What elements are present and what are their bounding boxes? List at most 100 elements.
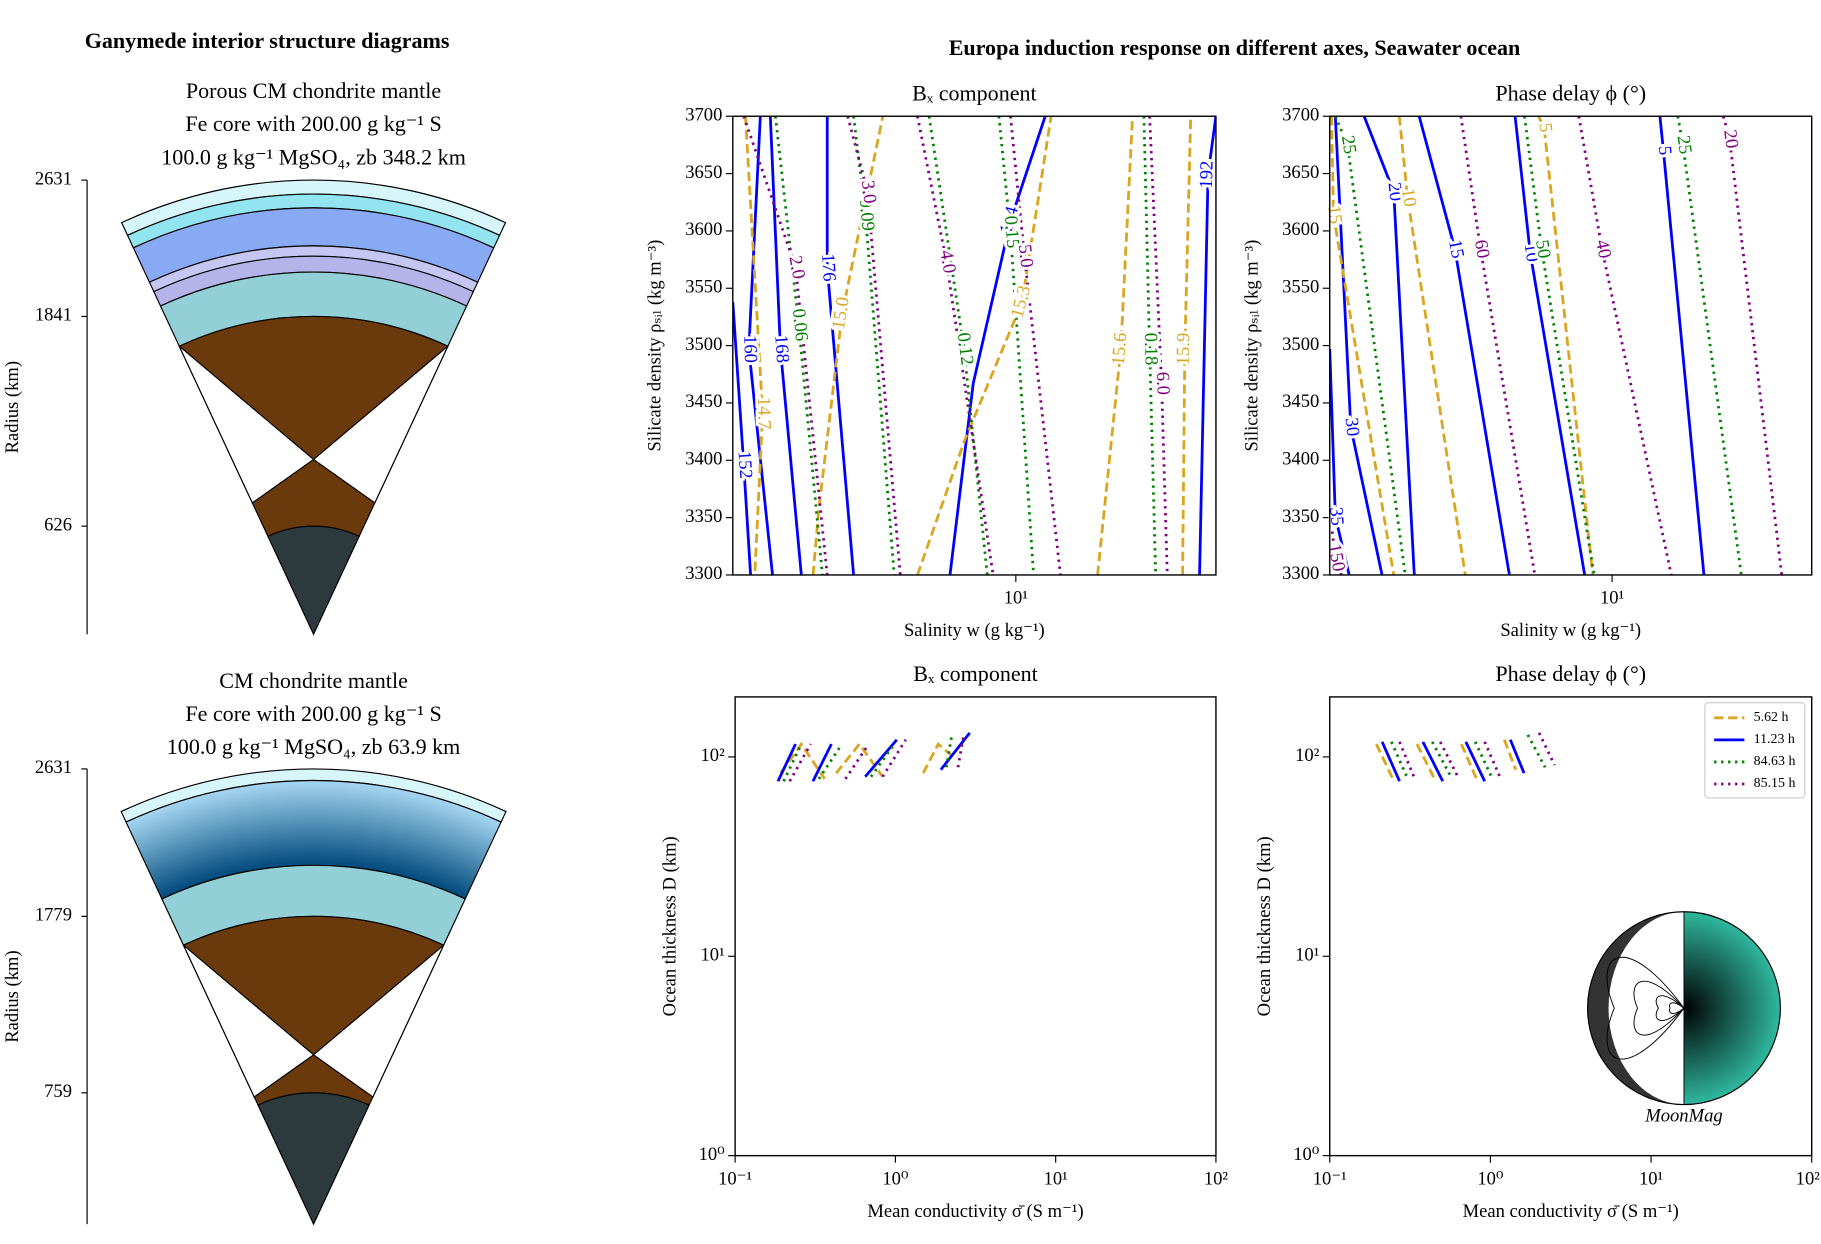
series-line: [1398, 732, 1556, 780]
contour-label: 30: [1341, 417, 1364, 438]
contour-label: 6.0: [1152, 371, 1174, 395]
y-tick-label: 3550: [1282, 277, 1319, 298]
wedge-title-line: CM chondrite mantle: [219, 668, 408, 693]
y-tick-label: 3300: [1282, 563, 1319, 584]
axes-frame: [734, 696, 1217, 1157]
y-tick-label: 3400: [1282, 449, 1319, 470]
wedge-title-line: Fe core with 200.00 g kg⁻¹ S: [185, 111, 441, 136]
contour-line: [1009, 116, 1062, 575]
contour-label: 160: [739, 335, 761, 363]
y-tick-label: 3650: [1282, 162, 1319, 183]
y-tick-label: 10²: [1295, 745, 1320, 766]
series-line: [1390, 734, 1547, 780]
y-tick-label: 3600: [685, 219, 722, 240]
contour-line: [747, 116, 774, 575]
contour-line: [744, 116, 765, 575]
y-tick-label: 10¹: [1295, 945, 1319, 966]
figure-title: Europa induction response on different a…: [949, 35, 1521, 60]
contour-line: [1096, 116, 1134, 575]
contour-label: 3.0: [857, 179, 880, 204]
contour-line: [852, 116, 896, 575]
legend-label: 5.62 h: [1754, 710, 1789, 725]
axes-frame: [1329, 696, 1813, 1157]
contour-label: 15: [1323, 204, 1346, 225]
y-tick-label: 3350: [685, 506, 722, 527]
contour-label: 4.0: [936, 249, 961, 275]
contour-line: [811, 116, 885, 575]
contour-line: [1537, 116, 1595, 575]
y-axis-label: Ocean thickness D (km): [1254, 836, 1275, 1016]
series-line: [782, 732, 954, 782]
figure-title: Ganymede interior structure diagrams: [85, 28, 450, 53]
contour-line: [927, 116, 989, 575]
moonmag-logo: MoonMag: [1586, 911, 1781, 1127]
contour-label: 0.12: [953, 331, 978, 366]
axes-frame: [732, 115, 1217, 576]
y-tick-label: 2631: [35, 757, 72, 778]
y-axis-label: Silicate density ρₛᵢₗ (kg m⁻³): [644, 240, 665, 452]
contour-label: 60: [1470, 238, 1494, 260]
contour-line: [1513, 116, 1587, 575]
series-line: [1380, 739, 1526, 782]
y-tick-label: 3450: [685, 391, 722, 412]
contour-line: [1181, 116, 1193, 575]
contour-label: 168: [770, 334, 793, 363]
contour-label: 15: [1444, 238, 1468, 260]
contour-line: [1676, 116, 1743, 575]
y-axis-label: Radius (km): [2, 361, 23, 453]
contour-label: 25: [1337, 134, 1361, 156]
contour-label: 5.0: [1014, 243, 1037, 268]
contour-line: [1329, 510, 1343, 575]
contour-line: [1397, 116, 1467, 575]
contour-label: 5: [1654, 145, 1676, 156]
contour-line: [1523, 116, 1596, 575]
contour-label: 50: [1531, 238, 1555, 260]
y-tick-label: 3700: [1282, 104, 1319, 125]
x-tick-label: 10⁻¹: [1313, 1168, 1347, 1189]
contour-line: [1658, 116, 1706, 575]
y-tick-label: 3700: [685, 104, 722, 125]
y-tick-label: 3600: [1282, 219, 1319, 240]
wedge-title-line: 100.0 g kg⁻¹ MgSO₄, zb 348.2 km: [161, 144, 466, 169]
contour-line: [1142, 116, 1158, 575]
contour-line: [1721, 116, 1784, 575]
panel-title: Phase delay ϕ (°): [1495, 80, 1646, 105]
porous-gap: [312, 345, 449, 504]
y-axis-label: Radius (km): [2, 950, 23, 1042]
legend-label: 84.63 h: [1754, 754, 1796, 769]
contour-label: 10: [1397, 187, 1420, 208]
contour-label: 15.3: [1007, 283, 1036, 320]
contour-line: [1417, 116, 1511, 575]
y-axis-label: Silicate density ρₛᵢₗ (kg m⁻³): [1241, 240, 1262, 452]
contour-line: [774, 116, 824, 575]
contour-label: 5: [1534, 122, 1556, 134]
series-line: [1375, 739, 1518, 782]
x-tick-label: 10¹: [1004, 588, 1028, 609]
contour-label: 15.9: [1173, 333, 1195, 366]
y-tick-label: 3450: [1282, 391, 1319, 412]
y-tick-label: 626: [44, 514, 72, 535]
layer: [257, 1092, 370, 1226]
contour-line: [916, 116, 1053, 575]
contour-label: 20: [1719, 128, 1742, 149]
x-tick-label: 10⁰: [1477, 1168, 1503, 1189]
logo-half: [1683, 911, 1781, 1105]
y-tick-label: 10⁰: [699, 1144, 725, 1165]
panel-title: Bₓ component: [913, 661, 1038, 686]
panel-title: Phase delay ϕ (°): [1495, 661, 1646, 686]
wedge-title-line: 100.0 g kg⁻¹ MgSO₄, zb 63.9 km: [167, 734, 461, 759]
logo-outline: [1586, 911, 1781, 1106]
y-tick-label: 3650: [685, 162, 722, 183]
x-tick-label: 10²: [1204, 1168, 1229, 1189]
contour-label: 0.06: [788, 308, 812, 343]
y-tick-label: 10⁰: [1293, 1144, 1319, 1165]
contour-line: [1198, 116, 1216, 575]
contour-label: 20: [1384, 181, 1407, 202]
contour-line: [1577, 116, 1673, 575]
y-tick-label: 10²: [701, 745, 726, 766]
y-tick-label: 2631: [35, 168, 72, 189]
x-axis-label: Salinity w (g kg⁻¹): [1500, 620, 1641, 641]
series-line: [788, 732, 966, 782]
contour-label: 192: [1196, 160, 1218, 189]
